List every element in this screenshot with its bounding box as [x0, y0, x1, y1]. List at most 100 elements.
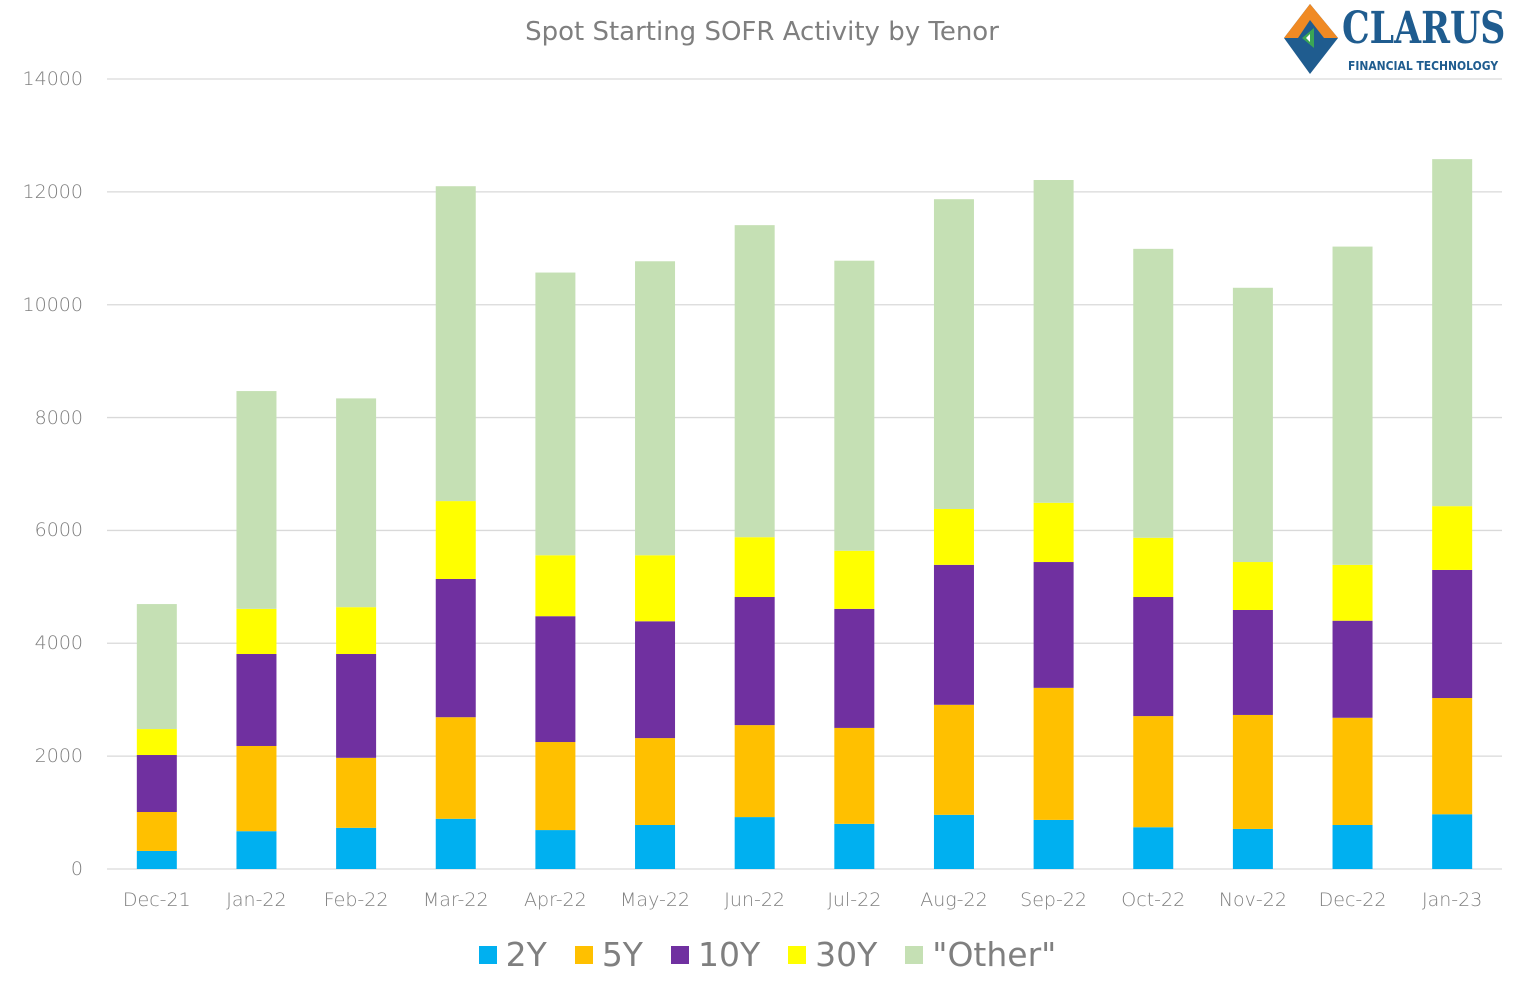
x-tick-label: May-22	[620, 889, 691, 911]
bar-segment-10y	[635, 621, 676, 739]
legend-item: 30Y	[788, 934, 877, 976]
legend-label: "Other"	[932, 935, 1057, 974]
bar-segment-2y	[1232, 828, 1273, 869]
bar-segment-2y	[834, 823, 875, 869]
clarus-logo: CLARUS FINANCIAL TECHNOLOGY	[1282, 2, 1525, 76]
legend-item: 10Y	[670, 934, 761, 976]
legend-label: 2Y	[505, 935, 547, 974]
bar-segment-30y	[1232, 562, 1273, 610]
bar-segment-other	[734, 225, 775, 538]
bar-segment-other	[535, 272, 576, 556]
bar-segment-30y	[734, 537, 775, 598]
gridlines	[107, 78, 1502, 870]
x-tick-label: Jan-22	[226, 889, 287, 911]
legend-swatch	[788, 946, 807, 964]
legend-item: 2Y	[478, 934, 547, 976]
bar-segment-10y	[236, 654, 277, 746]
bar-segment-10y	[136, 755, 177, 813]
bar-segment-other	[1332, 246, 1373, 565]
bar-segment-5y	[834, 727, 875, 824]
legend: 2Y 5Y 10Y 30Y "Other"	[0, 934, 1525, 976]
logo-tagline: FINANCIAL TECHNOLOGY	[1348, 58, 1499, 73]
bar-segment-10y	[1332, 620, 1373, 718]
bar-segment-5y	[1133, 716, 1174, 828]
chart-title: Spot Starting SOFR Activity by Tenor	[525, 17, 999, 47]
bar-segment-30y	[236, 608, 277, 655]
x-tick-label: Jul-22	[827, 889, 882, 911]
bar-segment-2y	[535, 830, 576, 869]
legend-item: "Other"	[905, 934, 1056, 976]
bar-segment-2y	[136, 850, 177, 869]
bar-segment-2y	[1332, 824, 1373, 869]
bar-segment-10y	[1232, 609, 1273, 715]
legend-label: 5Y	[601, 935, 643, 974]
bar-segment-other	[1432, 159, 1473, 507]
x-tick-label: Sep-22	[1020, 889, 1088, 911]
bar-segment-other	[834, 260, 875, 551]
legend-swatch	[478, 946, 497, 964]
bar-segment-5y	[236, 745, 277, 832]
bar-segment-30y	[336, 607, 377, 655]
bar-segment-30y	[1432, 506, 1473, 570]
legend-swatch	[670, 946, 689, 964]
bar-segment-10y	[933, 564, 974, 705]
x-tick-label: Jan-23	[1422, 889, 1483, 911]
bar-segment-5y	[933, 704, 974, 815]
x-tick-label: Apr-22	[524, 889, 587, 911]
bar-segment-10y	[734, 597, 775, 726]
bar-segment-30y	[435, 501, 476, 579]
bar-segment-other	[336, 398, 377, 608]
bar-segment-2y	[236, 831, 277, 869]
bar-segment-5y	[336, 757, 377, 828]
y-tick-label: 4000	[34, 632, 83, 655]
x-tick-label: Oct-22	[1121, 889, 1186, 911]
bar-segment-2y	[635, 824, 676, 869]
y-tick-label: 10000	[22, 293, 83, 316]
logo-diamond-icon	[1284, 4, 1338, 74]
bar-segment-other	[1232, 287, 1273, 563]
bar-segment-30y	[136, 729, 177, 756]
bar-segment-10y	[834, 608, 875, 728]
bar-segment-10y	[1033, 562, 1074, 688]
bar-segment-30y	[834, 550, 875, 609]
bar-segment-30y	[1332, 564, 1373, 621]
legend-label: 30Y	[815, 935, 878, 974]
y-tick-label: 14000	[22, 68, 83, 90]
bar-segment-other	[136, 604, 177, 730]
bar-segment-2y	[1033, 819, 1074, 869]
bar-segment-5y	[1332, 717, 1373, 825]
x-tick-label: Dec-21	[122, 889, 191, 911]
y-tick-label: 8000	[34, 406, 83, 429]
bar-segment-2y	[1432, 814, 1473, 869]
bar-segment-30y	[535, 555, 576, 617]
bar-segment-2y	[1133, 827, 1174, 869]
bar-segment-30y	[1133, 537, 1174, 598]
bar-segment-other	[1033, 180, 1074, 503]
bar-segment-5y	[1033, 687, 1074, 820]
y-tick-label: 6000	[34, 519, 83, 542]
bar-segment-5y	[535, 742, 576, 831]
y-tick-label: 0	[70, 858, 83, 880]
bar-segment-5y	[1232, 714, 1273, 829]
bar-segment-2y	[933, 814, 974, 869]
bar-segment-5y	[635, 738, 676, 825]
x-tick-label: Feb-22	[323, 889, 389, 911]
bar-segment-other	[1133, 248, 1174, 538]
bar-segment-2y	[435, 818, 476, 869]
x-tick-label: Aug-22	[920, 889, 988, 911]
bar-segment-2y	[734, 817, 775, 869]
bar-segment-30y	[933, 508, 974, 565]
bar-segment-10y	[1133, 597, 1174, 717]
bar-segment-other	[635, 261, 676, 556]
bar-segment-5y	[435, 717, 476, 819]
x-tick-label: Jun-22	[724, 889, 786, 911]
bars	[136, 159, 1473, 869]
x-tick-label: Nov-22	[1218, 889, 1287, 911]
bar-segment-5y	[734, 725, 775, 818]
legend-swatch	[574, 946, 593, 964]
bar-segment-5y	[1432, 698, 1473, 815]
legend-swatch	[905, 946, 924, 964]
bar-segment-10y	[435, 578, 476, 718]
logo-name: CLARUS	[1342, 3, 1506, 54]
legend-label: 10Y	[697, 935, 761, 974]
